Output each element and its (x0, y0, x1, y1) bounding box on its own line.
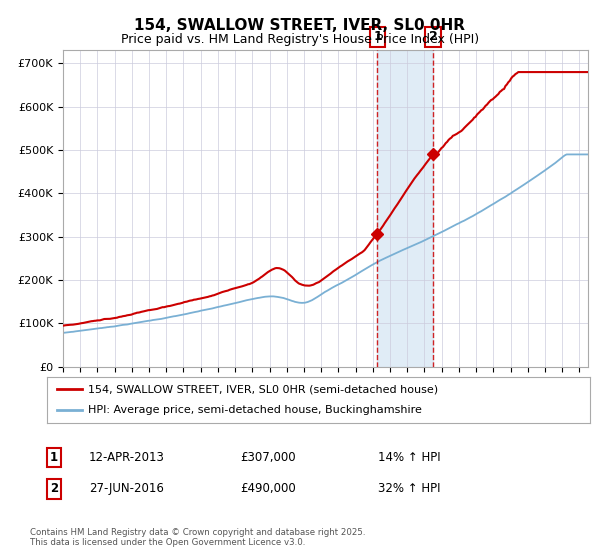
Bar (377, 50, 433, 367)
Text: 27-JUN-2016: 27-JUN-2016 (89, 482, 164, 496)
Text: 12-APR-2013: 12-APR-2013 (89, 451, 164, 464)
Text: £307,000: £307,000 (240, 451, 296, 464)
Text: 2: 2 (50, 482, 58, 496)
Text: HPI: Average price, semi-detached house, Buckinghamshire: HPI: Average price, semi-detached house,… (88, 405, 421, 416)
Text: 1: 1 (50, 451, 58, 464)
Text: 14% ↑ HPI: 14% ↑ HPI (378, 451, 440, 464)
Text: Price paid vs. HM Land Registry's House Price Index (HPI): Price paid vs. HM Land Registry's House … (121, 32, 479, 46)
Text: 154, SWALLOW STREET, IVER, SL0 0HR (semi-detached house): 154, SWALLOW STREET, IVER, SL0 0HR (semi… (88, 384, 437, 394)
Text: £490,000: £490,000 (240, 482, 296, 496)
Text: 1: 1 (373, 30, 382, 44)
Text: 154, SWALLOW STREET, IVER, SL0 0HR: 154, SWALLOW STREET, IVER, SL0 0HR (134, 18, 466, 32)
Text: 2: 2 (428, 30, 437, 44)
Text: 32% ↑ HPI: 32% ↑ HPI (378, 482, 440, 496)
Text: Contains HM Land Registry data © Crown copyright and database right 2025.
This d: Contains HM Land Registry data © Crown c… (30, 528, 365, 547)
